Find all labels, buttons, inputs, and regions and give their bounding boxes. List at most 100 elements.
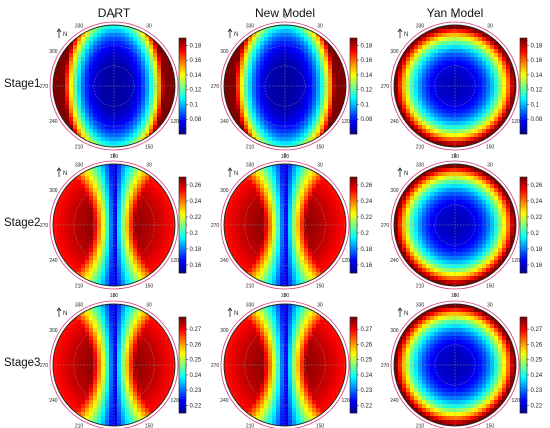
heatmap-cell xyxy=(462,69,467,74)
heatmap-cell xyxy=(292,73,297,78)
heatmap-cell xyxy=(89,53,94,58)
heatmap-cell xyxy=(288,236,293,241)
heatmap-cell xyxy=(288,200,293,205)
heatmap-cell xyxy=(268,176,273,181)
heatmap-cell xyxy=(141,188,146,193)
heatmap-cell xyxy=(105,168,110,173)
heatmap-cell xyxy=(61,248,66,253)
colorbar-segment xyxy=(350,215,357,219)
heatmap-cell xyxy=(260,49,265,54)
heatmap-cell xyxy=(93,276,98,281)
heatmap-cell xyxy=(256,240,261,245)
heatmap-cell xyxy=(292,248,297,253)
colorbar-segment xyxy=(350,253,357,257)
heatmap-cell xyxy=(137,73,142,78)
heatmap-cell xyxy=(336,232,341,237)
heatmap-cell xyxy=(85,125,90,130)
heatmap-cell xyxy=(458,101,463,106)
heatmap-cell xyxy=(486,228,491,233)
heatmap-cell xyxy=(129,97,134,102)
heatmap-cell xyxy=(77,224,82,229)
heatmap-cell xyxy=(133,49,138,54)
heatmap-cell xyxy=(486,240,491,245)
heatmap-cell xyxy=(422,81,427,86)
heatmap-cell xyxy=(288,37,293,42)
heatmap-cell xyxy=(244,260,249,265)
heatmap-cell xyxy=(252,85,257,90)
heatmap-cell xyxy=(458,113,463,118)
heatmap-cell xyxy=(324,260,329,265)
heatmap-cell xyxy=(446,105,451,110)
azimuth-tick-label: 210 xyxy=(75,284,84,290)
heatmap-cell xyxy=(430,121,435,126)
heatmap-cell xyxy=(328,216,333,221)
heatmap-cell xyxy=(73,244,78,249)
heatmap-cell xyxy=(482,220,487,225)
heatmap-cell xyxy=(418,41,423,46)
colorbar-tick-label: 0.1 xyxy=(361,102,370,108)
heatmap-cell xyxy=(73,260,78,265)
heatmap-cell xyxy=(165,240,170,245)
heatmap-cell xyxy=(402,216,407,221)
heatmap-cell xyxy=(280,25,285,30)
heatmap-cell xyxy=(466,85,471,90)
heatmap-cell xyxy=(153,53,158,58)
heatmap-cell xyxy=(300,180,305,185)
heatmap-cell xyxy=(418,244,423,249)
heatmap-cell xyxy=(324,240,329,245)
heatmap-cell xyxy=(466,105,471,110)
heatmap-cell xyxy=(105,25,110,30)
heatmap-cell xyxy=(320,264,325,269)
heatmap-cell xyxy=(240,57,245,62)
colorbar-segment xyxy=(350,222,357,226)
heatmap-cell xyxy=(332,212,337,217)
heatmap-cell xyxy=(292,37,297,42)
colorbar-segment xyxy=(520,64,527,68)
heatmap-cell xyxy=(117,57,122,62)
heatmap-cell xyxy=(430,97,435,102)
heatmap-cell xyxy=(244,93,249,98)
heatmap-cell xyxy=(442,252,447,257)
heatmap-cell xyxy=(470,184,475,189)
heatmap-cell xyxy=(284,284,289,286)
heatmap-cell xyxy=(89,224,94,229)
heatmap-cell xyxy=(109,77,114,82)
heatmap-cell xyxy=(280,284,285,286)
heatmap-cell xyxy=(414,85,419,90)
heatmap-cell xyxy=(454,200,459,205)
heatmap-cell xyxy=(105,276,110,281)
heatmap-cell xyxy=(450,85,455,90)
heatmap-cell xyxy=(252,256,257,261)
colorbar-segment xyxy=(179,45,186,48)
heatmap-cell xyxy=(340,212,345,217)
heatmap-cell xyxy=(450,145,455,147)
heatmap-cell xyxy=(304,256,309,261)
heatmap-cell xyxy=(149,109,154,114)
heatmap-cell xyxy=(482,224,487,229)
heatmap-cell xyxy=(304,208,309,213)
heatmap-cell xyxy=(97,109,102,114)
heatmap-cell xyxy=(300,37,305,42)
heatmap-cell xyxy=(328,220,333,225)
heatmap-cell xyxy=(434,176,439,181)
heatmap-cell xyxy=(149,65,154,70)
heatmap-cell xyxy=(292,208,297,213)
heatmap-cell xyxy=(296,276,301,281)
heatmap-cell xyxy=(478,196,483,201)
heatmap-cell xyxy=(402,69,407,74)
heatmap-cell xyxy=(422,204,427,209)
heatmap-cell xyxy=(244,109,249,114)
heatmap-cell xyxy=(328,73,333,78)
colorbar-segment xyxy=(520,110,527,113)
heatmap-cell xyxy=(482,204,487,209)
colorbar-segment xyxy=(179,131,186,135)
heatmap-cell xyxy=(304,252,309,257)
heatmap-cell xyxy=(69,228,74,233)
heatmap-cell xyxy=(458,256,463,261)
heatmap-cell xyxy=(117,29,122,34)
heatmap-cell xyxy=(141,117,146,122)
heatmap-cell xyxy=(145,37,150,42)
heatmap-cell xyxy=(398,61,403,66)
heatmap-cell xyxy=(486,85,491,90)
heatmap-cell xyxy=(133,232,138,237)
